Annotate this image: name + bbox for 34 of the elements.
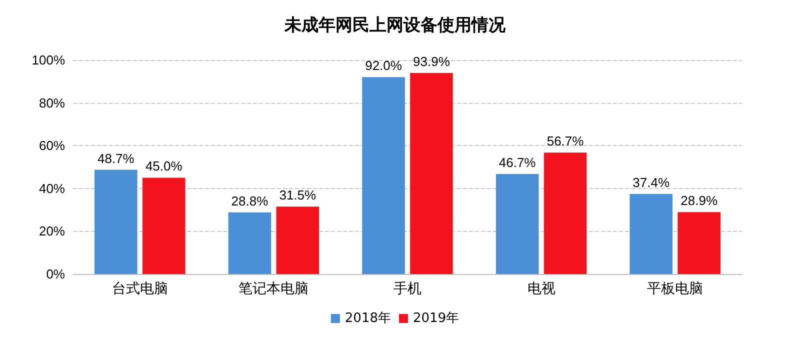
bar (678, 212, 720, 274)
bar (94, 170, 138, 274)
data-label: 37.4% (632, 174, 670, 190)
x-tick-label: 平板电脑 (647, 281, 704, 297)
bar (362, 77, 405, 274)
bar (630, 194, 673, 274)
bar (276, 206, 320, 274)
y-tick-label: 20% (38, 224, 66, 239)
x-tick-label: 电视 (527, 281, 556, 297)
y-tick-label: 100% (32, 52, 66, 68)
data-label: 28.8% (231, 193, 269, 208)
data-label: 93.9% (413, 54, 450, 70)
data-label: 31.5% (279, 188, 317, 203)
bar (496, 174, 539, 274)
x-tick-label: 手机 (394, 281, 422, 297)
bar (410, 73, 453, 274)
data-label: 28.9% (680, 193, 718, 208)
y-tick-label: 80% (38, 95, 66, 110)
data-label: 45.0% (145, 158, 183, 174)
legend-label: 2018年 (344, 311, 392, 326)
y-tick-label: 0% (46, 266, 66, 282)
y-tick-label: 40% (38, 180, 66, 196)
y-tick-label: 60% (38, 138, 66, 154)
chart-title: 未成年网民上网设备使用情况 (284, 16, 506, 36)
data-label: 46.7% (498, 155, 536, 170)
bar (228, 212, 272, 274)
x-tick-label: 笔记本电脑 (238, 281, 309, 297)
data-label: 92.0% (365, 58, 402, 74)
bar (544, 152, 587, 274)
data-label: 48.7% (97, 150, 135, 166)
legend-label: 2019年 (413, 311, 460, 326)
x-tick-label: 台式电脑 (112, 281, 168, 297)
data-label: 56.7% (546, 134, 584, 149)
bar (142, 178, 186, 274)
